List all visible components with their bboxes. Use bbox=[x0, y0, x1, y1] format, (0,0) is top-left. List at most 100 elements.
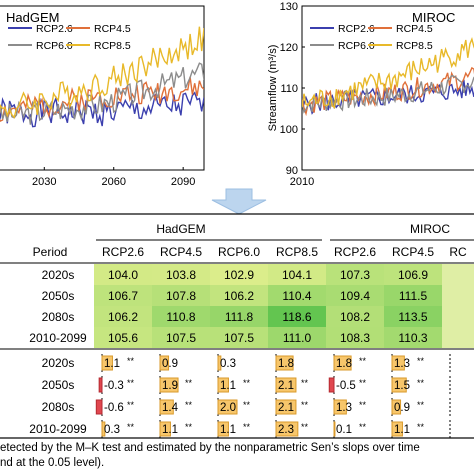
mean-cell bbox=[152, 306, 210, 327]
streamflow-table: HadGEM MIROC Period RCP2.6 RCP4.5 RCP6.0 RCP8.… bbox=[0, 213, 474, 469]
mean-cell bbox=[442, 285, 474, 306]
trend-bar-positive bbox=[333, 421, 336, 437]
trend-bar-positive bbox=[159, 377, 179, 393]
trend-value: 1.3 bbox=[336, 402, 352, 414]
significance-stars: ** bbox=[417, 400, 425, 410]
legend-label: RCP8.5 bbox=[396, 40, 433, 52]
arrow-shape bbox=[211, 188, 267, 215]
table-frame bbox=[0, 213, 474, 439]
series-line-rcp26 bbox=[0, 91, 204, 128]
trend-bar-positive bbox=[217, 421, 229, 437]
trend-bar-positive bbox=[217, 355, 222, 371]
period-label: 2020s bbox=[42, 356, 75, 370]
trend-value: 0.9 bbox=[394, 402, 410, 414]
trend-value: 1.1 bbox=[220, 424, 236, 436]
trend-value: 1.9 bbox=[162, 380, 178, 392]
trend-value: 2.1 bbox=[278, 380, 294, 392]
legend-label: RCP4.5 bbox=[94, 23, 131, 35]
period-label: 2020s bbox=[42, 268, 75, 282]
significance-stars: ** bbox=[243, 422, 251, 432]
y-tick-label: 120 bbox=[280, 42, 298, 54]
significance-stars: ** bbox=[359, 356, 367, 366]
trend-value: 2.0 bbox=[220, 402, 236, 414]
mean-cell bbox=[326, 327, 384, 348]
significance-stars: ** bbox=[185, 378, 193, 388]
significance-stars: ** bbox=[359, 400, 367, 410]
column-header: RCP6.0 bbox=[218, 245, 260, 259]
mean-cell bbox=[268, 306, 326, 327]
y-tick-label: 100 bbox=[280, 124, 298, 136]
series-line-rcp60 bbox=[302, 74, 474, 114]
significance-stars: ** bbox=[243, 400, 251, 410]
trend-value: 1.1 bbox=[104, 358, 120, 370]
significance-stars: ** bbox=[417, 422, 425, 432]
mean-cell bbox=[326, 306, 384, 327]
trend-bar-negative bbox=[328, 377, 335, 393]
mean-value: 109.4 bbox=[340, 289, 370, 303]
x-tick-label: 2060 bbox=[101, 176, 125, 188]
trend-value: 1.1 bbox=[162, 424, 178, 436]
period-label: 2010-2099 bbox=[29, 331, 87, 345]
mean-cell bbox=[268, 264, 326, 285]
trend-bar-positive bbox=[159, 421, 171, 437]
trend-bar-positive bbox=[333, 399, 347, 415]
trend-bar-positive bbox=[333, 355, 352, 371]
series-line-rcp26 bbox=[302, 79, 474, 115]
mean-cell bbox=[384, 327, 442, 348]
period-label: 2010-2099 bbox=[29, 422, 87, 436]
significance-stars: ** bbox=[301, 400, 309, 410]
trend-bar-negative bbox=[95, 399, 103, 415]
trend-bar-positive bbox=[101, 355, 113, 371]
mean-cell bbox=[384, 306, 442, 327]
significance-stars: ** bbox=[417, 378, 425, 388]
mean-value: 111.8 bbox=[225, 310, 254, 324]
plot-frame bbox=[0, 5, 205, 171]
y-tick-label: 90 bbox=[286, 165, 298, 177]
mean-cell bbox=[94, 327, 152, 348]
mean-value: 113.5 bbox=[398, 310, 427, 324]
trend-bar-positive bbox=[391, 355, 405, 371]
trend-value: 0.3 bbox=[220, 358, 236, 370]
mean-value: 107.5 bbox=[166, 331, 196, 345]
trend-bar-positive bbox=[275, 355, 294, 371]
mean-value: 110.3 bbox=[398, 331, 427, 345]
trend-bar-positive bbox=[159, 355, 170, 371]
y-tick-label: 110 bbox=[280, 83, 298, 95]
column-header: RCP2.6 bbox=[102, 245, 144, 259]
mean-value: 108.2 bbox=[340, 310, 370, 324]
mean-value: 104.1 bbox=[282, 268, 312, 282]
mean-value: 105.6 bbox=[108, 331, 138, 345]
significance-stars: ** bbox=[359, 422, 367, 432]
significance-stars: ** bbox=[185, 422, 193, 432]
trend-bar-negative bbox=[98, 377, 103, 393]
column-header: RCP4.5 bbox=[160, 245, 202, 259]
trend-bar-positive bbox=[275, 421, 299, 437]
period-label: 2050s bbox=[42, 289, 75, 303]
mean-cell bbox=[442, 327, 474, 348]
legend-label: RCP6.0 bbox=[338, 40, 375, 52]
mean-cell bbox=[94, 306, 152, 327]
trend-bar-positive bbox=[391, 399, 402, 415]
miroc-chart: MIROCRCP2.6RCP4.5RCP6.0RCP8.520102090100… bbox=[267, 1, 474, 188]
mean-value: 102.9 bbox=[224, 268, 254, 282]
mean-value: 118.6 bbox=[282, 310, 311, 324]
trend-value: 1.8 bbox=[278, 358, 294, 370]
mean-cell bbox=[210, 327, 268, 348]
trend-bar-positive bbox=[217, 377, 229, 393]
chart-title: MIROC bbox=[412, 10, 455, 25]
period-label: 2080s bbox=[42, 310, 75, 324]
significance-stars: ** bbox=[417, 356, 425, 366]
significance-stars: ** bbox=[185, 400, 193, 410]
mean-cell bbox=[326, 264, 384, 285]
model-header-miroc: MIROC bbox=[410, 222, 450, 236]
trend-value: 1.8 bbox=[336, 358, 352, 370]
mean-value: 111.0 bbox=[283, 331, 312, 345]
mean-value: 111.5 bbox=[399, 289, 428, 303]
mean-value: 108.3 bbox=[340, 331, 370, 345]
series-line-rcp85 bbox=[0, 26, 204, 119]
mean-cell bbox=[152, 327, 210, 348]
significance-stars: ** bbox=[127, 400, 135, 410]
mean-value: 106.2 bbox=[224, 289, 254, 303]
column-header: Period bbox=[33, 245, 68, 259]
y-tick-label: 130 bbox=[280, 1, 298, 13]
